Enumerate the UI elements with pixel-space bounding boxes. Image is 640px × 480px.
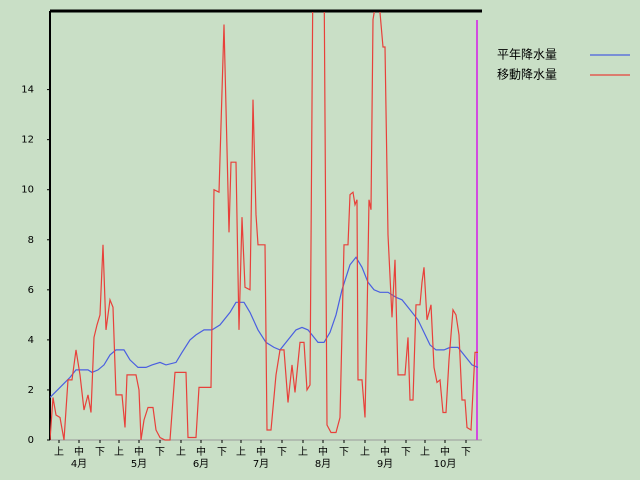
month-label: 10月 — [434, 458, 457, 470]
y-tick-label: 0 — [28, 435, 34, 446]
x-tick-label: 中 — [440, 445, 450, 458]
x-tick-label: 中 — [380, 445, 390, 458]
x-tick-label: 中 — [74, 445, 84, 458]
legend-label: 移動降水量 — [497, 68, 557, 82]
x-tick-label: 下 — [217, 447, 227, 458]
y-tick-label: 4 — [28, 335, 34, 346]
x-tick-label: 下 — [461, 447, 471, 458]
month-label: 6月 — [193, 458, 209, 470]
x-tick-label: 上 — [360, 446, 370, 458]
month-label: 4月 — [71, 458, 87, 470]
legend-label: 平年降水量 — [497, 48, 557, 62]
y-tick-label: 6 — [28, 285, 34, 296]
y-tick-label: 12 — [21, 135, 34, 146]
y-tick-label: 14 — [21, 85, 34, 96]
series-line — [50, 12, 478, 441]
month-label: 5月 — [131, 458, 147, 470]
x-tick-label: 下 — [277, 447, 287, 458]
y-tick-label: 2 — [28, 385, 34, 396]
x-tick-label: 上 — [420, 446, 430, 458]
month-label: 8月 — [315, 458, 331, 470]
x-tick-label: 中 — [134, 445, 144, 458]
x-tick-label: 中 — [318, 445, 328, 458]
x-tick-label: 下 — [339, 447, 349, 458]
x-tick-label: 下 — [95, 447, 105, 458]
month-label: 9月 — [377, 458, 393, 470]
x-tick-label: 上 — [114, 446, 124, 458]
x-tick-label: 中 — [196, 445, 206, 458]
x-tick-label: 上 — [176, 446, 186, 458]
x-tick-label: 上 — [236, 446, 246, 458]
x-tick-label: 下 — [155, 447, 165, 458]
series-line — [50, 256, 479, 398]
x-tick-label: 上 — [54, 446, 64, 458]
x-tick-label: 中 — [256, 445, 266, 458]
month-label: 7月 — [253, 458, 269, 470]
x-tick-label: 上 — [298, 446, 308, 458]
y-tick-label: 10 — [21, 185, 34, 196]
x-tick-label: 下 — [401, 447, 411, 458]
y-tick-label: 8 — [28, 235, 34, 246]
